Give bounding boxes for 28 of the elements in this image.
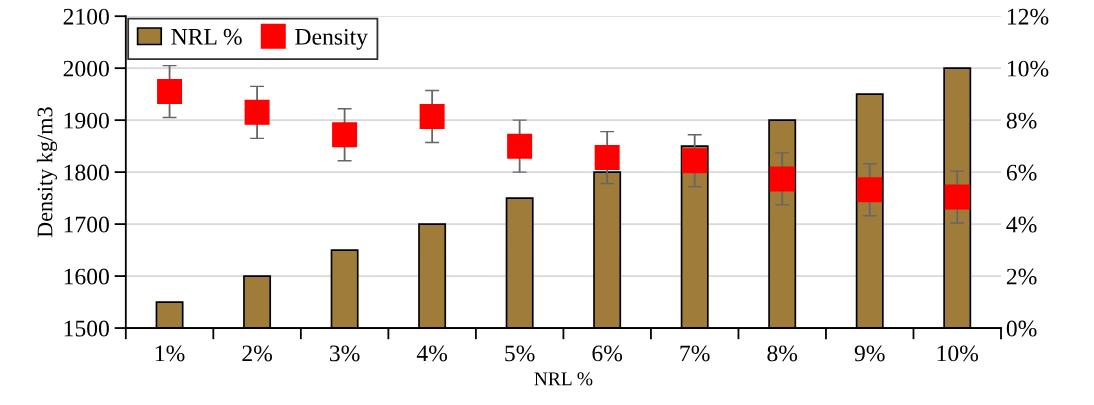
y-tick-label: 1900 bbox=[64, 112, 109, 129]
y2-tick-label: 8% bbox=[1006, 112, 1037, 129]
y2-tick-label: 0% bbox=[1006, 320, 1037, 337]
x-axis-title: NRL % bbox=[534, 372, 593, 386]
y-tick-label: 2000 bbox=[63, 60, 109, 77]
x-tick-label: 7% bbox=[680, 345, 710, 362]
x-tick-label: 1% bbox=[155, 345, 185, 362]
y2-tick-label: 6% bbox=[1006, 164, 1037, 181]
x-tick-label: 3% bbox=[330, 345, 360, 362]
y2-tick-label: 4% bbox=[1006, 216, 1037, 233]
y-tick-label: 2100 bbox=[63, 8, 109, 25]
y-axis-title: Density kg/m3 bbox=[36, 107, 58, 238]
x-tick-label: 9% bbox=[854, 345, 885, 362]
x-tick-label: 8% bbox=[767, 345, 798, 362]
y-tick-label: 1800 bbox=[64, 164, 109, 181]
legend-label: Density bbox=[295, 28, 368, 50]
x-tick-label: 5% bbox=[505, 345, 535, 362]
x-tick-label: 2% bbox=[242, 345, 273, 362]
y2-tick-label: 10% bbox=[1007, 60, 1049, 77]
y-tick-label: 1600 bbox=[64, 268, 109, 285]
x-tick-label: 4% bbox=[416, 345, 448, 362]
y2-tick-label: 2% bbox=[1006, 268, 1037, 285]
legend-label: NRL % bbox=[171, 28, 242, 45]
x-tick-label: 10% bbox=[937, 345, 979, 362]
y-tick-label: 1700 bbox=[64, 216, 109, 233]
y-tick-label: 1500 bbox=[64, 320, 109, 337]
x-tick-label: 6% bbox=[592, 345, 623, 362]
y2-tick-label: 12% bbox=[1007, 8, 1049, 25]
